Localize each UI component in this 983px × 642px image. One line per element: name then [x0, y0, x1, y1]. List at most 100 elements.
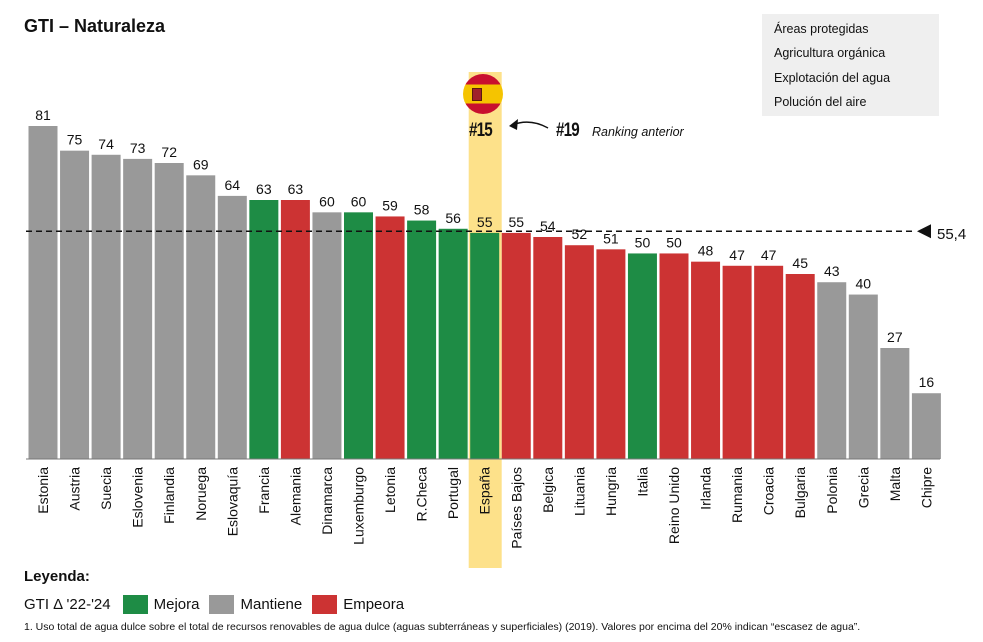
- bar: [28, 126, 58, 459]
- bar: [722, 265, 752, 459]
- bar: [344, 212, 373, 459]
- category-label: Países Bajos: [508, 467, 524, 549]
- bar: [123, 158, 153, 459]
- previous-rank-label: Ranking anterior: [592, 125, 684, 139]
- category-label: Bulgaria: [792, 467, 808, 519]
- bar: [817, 282, 847, 459]
- category-label: Belgica: [540, 467, 556, 513]
- category-label: Dinamarca: [319, 467, 335, 535]
- topic-item: Polución del aire: [774, 95, 867, 109]
- category-label: Chipre: [918, 467, 934, 508]
- data-label: 75: [67, 132, 83, 148]
- bar: [880, 348, 910, 459]
- legend-item-empeora: Empeora: [312, 595, 404, 614]
- data-label: 63: [288, 181, 304, 197]
- data-label: 40: [856, 276, 872, 292]
- bar: [280, 200, 310, 459]
- bar: [785, 274, 815, 459]
- bar: [312, 212, 342, 459]
- bar: [217, 195, 247, 459]
- category-label: Alemania: [287, 467, 303, 526]
- legend: GTI Δ '22-'24 Mejora Mantiene Empeora: [24, 595, 414, 614]
- bar: [627, 253, 657, 459]
- legend-label: Empeora: [343, 596, 405, 613]
- category-label: Luxemburgo: [351, 467, 367, 545]
- bar: [154, 163, 184, 459]
- data-label: 43: [824, 263, 840, 279]
- bar: [470, 232, 500, 459]
- category-label: Estonia: [35, 467, 51, 514]
- legend-swatch: [312, 595, 338, 614]
- category-label: Eslovaquía: [224, 467, 240, 536]
- category-label: España: [477, 467, 493, 515]
- bar: [754, 265, 784, 459]
- bar: [659, 253, 689, 459]
- data-label: 27: [887, 329, 903, 345]
- category-label: Noruega: [193, 467, 209, 521]
- data-label: 52: [572, 226, 588, 242]
- data-label: 59: [382, 197, 398, 213]
- data-label: 72: [161, 144, 177, 160]
- bar: [501, 232, 531, 459]
- category-label: Hungria: [603, 467, 619, 516]
- category-label: Lituania: [571, 467, 587, 516]
- data-label: 47: [761, 247, 777, 263]
- bar: [911, 393, 941, 459]
- category-label: Malta: [887, 467, 903, 501]
- legend-swatch: [122, 595, 148, 614]
- data-label: 58: [414, 202, 430, 218]
- category-label: Croacia: [761, 467, 777, 515]
- data-label: 60: [351, 193, 367, 209]
- category-label: Eslovenia: [130, 467, 146, 528]
- data-label: 54: [540, 218, 556, 234]
- bar: [375, 216, 405, 459]
- data-label: 16: [919, 374, 935, 390]
- legend-item-mantiene: Mantiene: [209, 595, 302, 614]
- category-label: Portugal: [445, 467, 461, 519]
- category-label: Italia: [634, 467, 650, 497]
- data-label: 48: [698, 243, 714, 259]
- legend-label: Mejora: [153, 596, 200, 613]
- average-marker-icon: [917, 224, 931, 239]
- bar: [91, 154, 121, 459]
- topic-item: Áreas protegidas: [774, 22, 869, 36]
- data-label: 69: [193, 156, 209, 172]
- data-label: 50: [635, 234, 651, 250]
- category-label: Grecia: [855, 467, 871, 508]
- data-label: 56: [445, 210, 461, 226]
- legend-item-mejora: Mejora: [122, 595, 200, 614]
- legend-label: Mantiene: [240, 596, 303, 613]
- category-label: Rumania: [729, 467, 745, 523]
- category-label: Polonia: [824, 467, 840, 514]
- arrow-head-icon: [509, 119, 518, 130]
- bar: [438, 228, 468, 459]
- data-label: 74: [98, 136, 114, 152]
- topic-item: Agricultura orgánica: [774, 46, 886, 60]
- category-label: Francia: [256, 467, 272, 514]
- current-rank: #15: [469, 120, 493, 141]
- footnote: 1. Uso total de agua dulce sobre el tota…: [24, 621, 861, 633]
- category-label: Austria: [67, 467, 83, 511]
- bar: [596, 249, 626, 459]
- data-label: 51: [603, 230, 619, 246]
- category-label: Finlandia: [161, 467, 177, 524]
- previous-rank: #19: [556, 120, 580, 141]
- legend-title: Leyenda:: [24, 568, 90, 585]
- data-label: 47: [729, 247, 745, 263]
- legend-swatch: [209, 595, 235, 614]
- category-label: Suecia: [98, 467, 114, 510]
- data-label: 63: [256, 181, 272, 197]
- bar: [186, 175, 216, 460]
- category-label: Irlanda: [698, 467, 714, 510]
- category-label: R.Checa: [414, 467, 430, 522]
- data-label: 55: [508, 214, 524, 230]
- category-label: Reino Unido: [666, 467, 682, 544]
- data-label: 45: [792, 255, 808, 271]
- spain-flag-icon: [463, 74, 503, 114]
- category-label: Letonia: [382, 467, 398, 513]
- data-label: 60: [319, 193, 335, 209]
- data-label: 81: [35, 107, 51, 123]
- bar: [407, 220, 437, 459]
- bar: [691, 261, 721, 459]
